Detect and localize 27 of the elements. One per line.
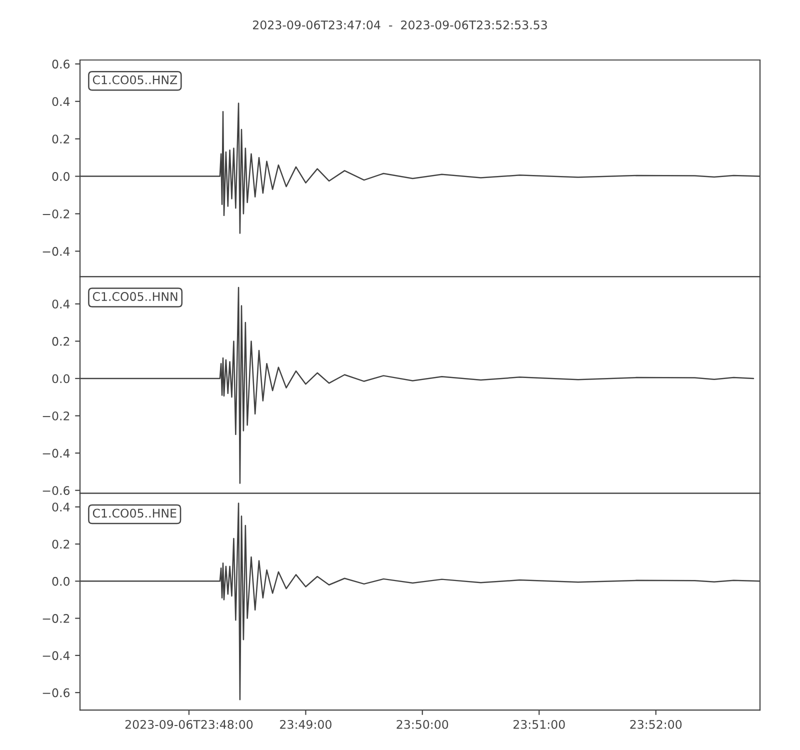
y-tick-label: −0.4 xyxy=(42,448,70,458)
y-tick-label: −0.2 xyxy=(42,209,70,218)
annotation: C1.CO05..HNE xyxy=(92,508,176,518)
chart-title: 2023-09-06T23:47:04 - 2023-09-06T23:52:53.53 xyxy=(253,20,547,30)
x-tick-label: 23:50:00 xyxy=(396,720,448,729)
y-tick-label: 0.4 xyxy=(52,502,70,512)
x-tick-label: 23:49:00 xyxy=(280,720,332,729)
x-tick-label: 23:51:00 xyxy=(513,720,565,729)
x-tick-label: 23:52:00 xyxy=(630,720,682,729)
y-tick-label: −0.2 xyxy=(42,614,70,623)
y-tick-label: 0.4 xyxy=(52,300,70,309)
y-tick-label: 0.2 xyxy=(52,336,70,346)
annotation: C1.CO05..HNZ xyxy=(92,75,178,84)
y-tick-label: −0.2 xyxy=(42,412,70,420)
y-tick-label: 0.0 xyxy=(52,576,70,586)
y-tick-label: −0.4 xyxy=(42,246,70,256)
y-tick-label: 0.0 xyxy=(52,172,70,181)
y-tick-label: 0.6 xyxy=(52,60,70,69)
y-tick-label: 0.4 xyxy=(52,97,70,106)
y-tick-label: −0.6 xyxy=(42,486,70,496)
y-tick-label: −0.6 xyxy=(42,688,70,698)
y-tick-label: 0.0 xyxy=(52,374,70,384)
annotation: C1.CO05..HNN xyxy=(92,292,178,301)
y-tick-label: 0.2 xyxy=(52,134,70,144)
y-tick-label: −0.4 xyxy=(42,651,70,660)
y-tick-label: 0.2 xyxy=(52,540,70,549)
x-tick-label: 2023-09-06T23:48:00 xyxy=(125,720,253,729)
